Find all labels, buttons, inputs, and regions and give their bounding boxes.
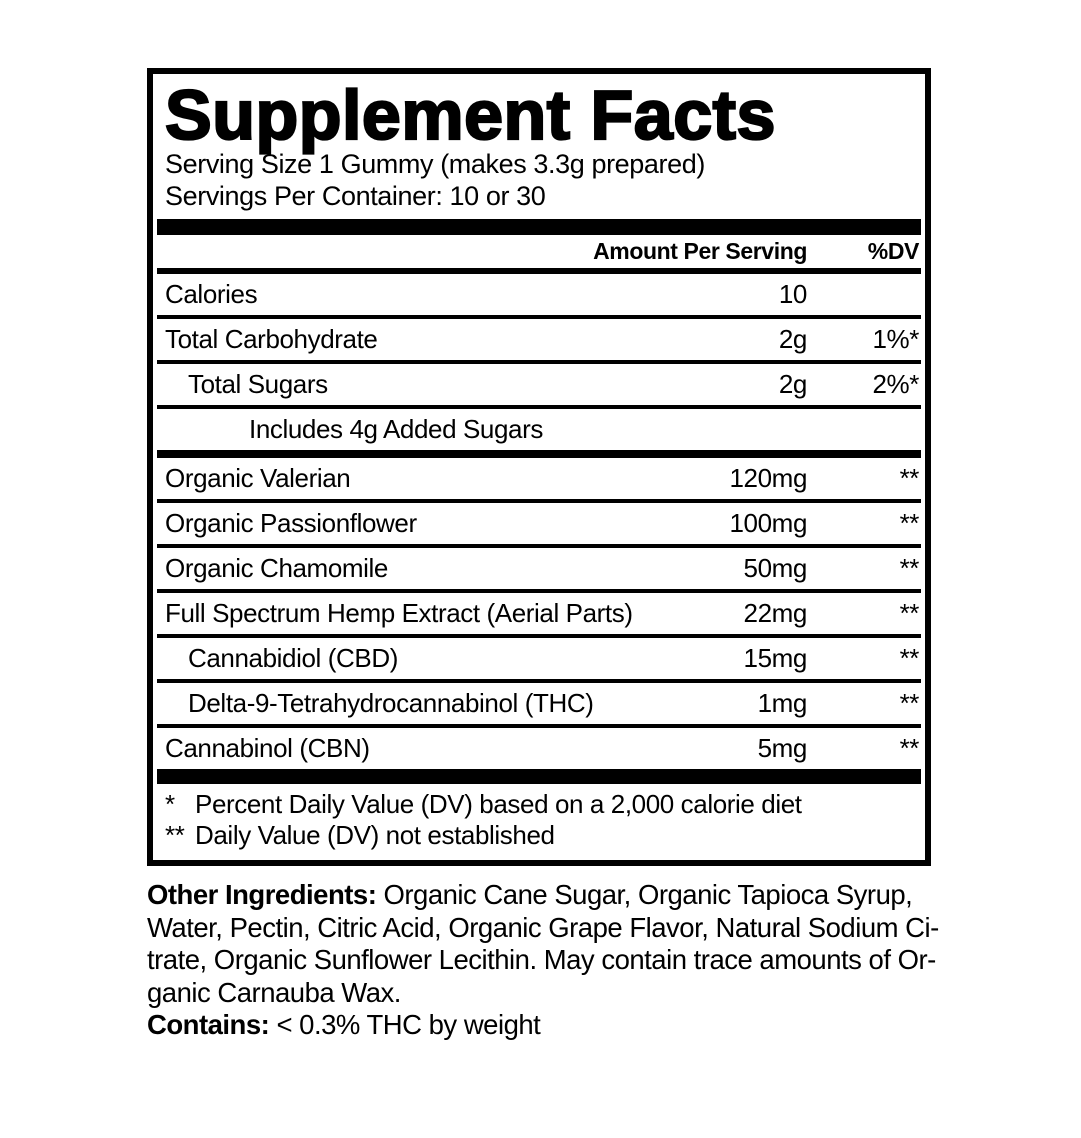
- row-cbn: Cannabinol (CBN) 5mg **: [157, 728, 921, 769]
- contains-line: Contains: < 0.3% THC by weight: [147, 1009, 947, 1042]
- row-organic-chamomile: Organic Chamomile 50mg **: [157, 548, 921, 593]
- nutrient-dv: **: [899, 598, 920, 628]
- nutrient-name: Calories: [165, 279, 258, 309]
- servings-per-container-text: Servings Per Container: 10 or 30: [165, 181, 546, 211]
- nutrient-name: Organic Chamomile: [165, 553, 388, 583]
- divider-thick-top: [157, 219, 921, 235]
- contains-label: Contains:: [147, 1009, 270, 1040]
- serving-size-text: Serving Size 1 Gummy (makes 3.3g prepare…: [165, 149, 705, 179]
- nutrient-name: Cannabidiol (CBD): [188, 643, 398, 673]
- nutrient-dv: **: [899, 553, 920, 583]
- footnote-marker: **: [165, 820, 185, 850]
- contains-text: < 0.3% THC by weight: [269, 1009, 541, 1040]
- supplement-facts-panel: Supplement Facts Serving Size 1 Gummy (m…: [147, 68, 931, 866]
- nutrient-name: Organic Passionflower: [165, 508, 417, 538]
- footnote-text: Daily Value (DV) not established: [195, 820, 555, 850]
- amount-per-serving-header: Amount Per Serving: [593, 238, 807, 264]
- nutrient-amount: 2g: [778, 324, 808, 354]
- panel-title: Supplement Facts: [164, 76, 777, 154]
- other-ingredients-label: Other Ingredients:: [147, 879, 377, 910]
- row-calories: Calories 10: [157, 274, 921, 319]
- other-ingredients-line: trate, Organic Sunflower Lecithin. May c…: [147, 944, 936, 975]
- nutrient-name: Total Carbohydrate: [165, 324, 378, 354]
- nutrient-dv: **: [899, 463, 920, 493]
- column-header-row: Amount Per Serving %DV: [157, 235, 921, 274]
- footnote-text: Percent Daily Value (DV) based on a 2,00…: [195, 789, 802, 819]
- row-total-carbohydrate: Total Carbohydrate 2g 1%*: [157, 319, 921, 364]
- divider-thick-bottom: [157, 769, 921, 784]
- other-ingredients-line: ganic Carnauba Wax.: [147, 976, 401, 1008]
- row-total-sugars: Total Sugars 2g 2%*: [157, 364, 921, 409]
- row-thc: Delta-9-Tetrahydrocannabinol (THC) 1mg *…: [157, 683, 921, 728]
- row-organic-passionflower: Organic Passionflower 100mg **: [157, 503, 921, 548]
- nutrient-amount: 100mg: [729, 508, 808, 538]
- nutrient-name: Includes 4g Added Sugars: [249, 414, 543, 444]
- other-ingredients-line: Water, Pectin, Citric Acid, Organic Grap…: [147, 911, 939, 943]
- footnotes: * Percent Daily Value (DV) based on a 2,…: [157, 784, 921, 851]
- other-ingredients-section: Other Ingredients: Organic Cane Sugar, O…: [147, 879, 947, 1042]
- nutrient-dv: **: [899, 688, 920, 718]
- nutrient-amount: 120mg: [729, 463, 808, 493]
- nutrient-name: Delta-9-Tetrahydrocannabinol (THC): [188, 688, 594, 718]
- nutrient-dv: 1%*: [872, 324, 920, 354]
- nutrient-dv: 2%*: [872, 369, 920, 399]
- nutrient-amount: 10: [778, 279, 808, 309]
- row-organic-valerian: Organic Valerian 120mg **: [157, 458, 921, 503]
- row-added-sugars: Includes 4g Added Sugars: [157, 409, 921, 458]
- nutrient-dv: **: [899, 508, 920, 538]
- nutrient-amount: 5mg: [757, 733, 808, 763]
- footnote-daily-value: * Percent Daily Value (DV) based on a 2,…: [165, 789, 921, 820]
- footnote-marker: *: [165, 789, 175, 819]
- footnote-not-established: ** Daily Value (DV) not established: [165, 820, 921, 851]
- nutrient-dv: **: [899, 643, 920, 673]
- nutrient-amount: 50mg: [743, 553, 808, 583]
- nutrient-amount: 15mg: [743, 643, 808, 673]
- nutrient-amount: 1mg: [757, 688, 808, 718]
- nutrient-dv: **: [899, 733, 920, 763]
- nutrient-name: Cannabinol (CBN): [165, 733, 370, 763]
- nutrient-amount: 2g: [778, 369, 808, 399]
- other-ingredients-text: Organic Cane Sugar, Organic Tapioca Syru…: [376, 879, 913, 910]
- nutrient-amount: 22mg: [743, 598, 808, 628]
- row-hemp-extract: Full Spectrum Hemp Extract (Aerial Parts…: [157, 593, 921, 638]
- other-ingredients-line: Other Ingredients: Organic Cane Sugar, O…: [147, 879, 947, 912]
- nutrient-name: Total Sugars: [188, 369, 328, 399]
- nutrient-name: Full Spectrum Hemp Extract (Aerial Parts…: [165, 598, 633, 628]
- row-cbd: Cannabidiol (CBD) 15mg **: [157, 638, 921, 683]
- dv-header: %DV: [867, 238, 920, 264]
- nutrient-name: Organic Valerian: [165, 463, 351, 493]
